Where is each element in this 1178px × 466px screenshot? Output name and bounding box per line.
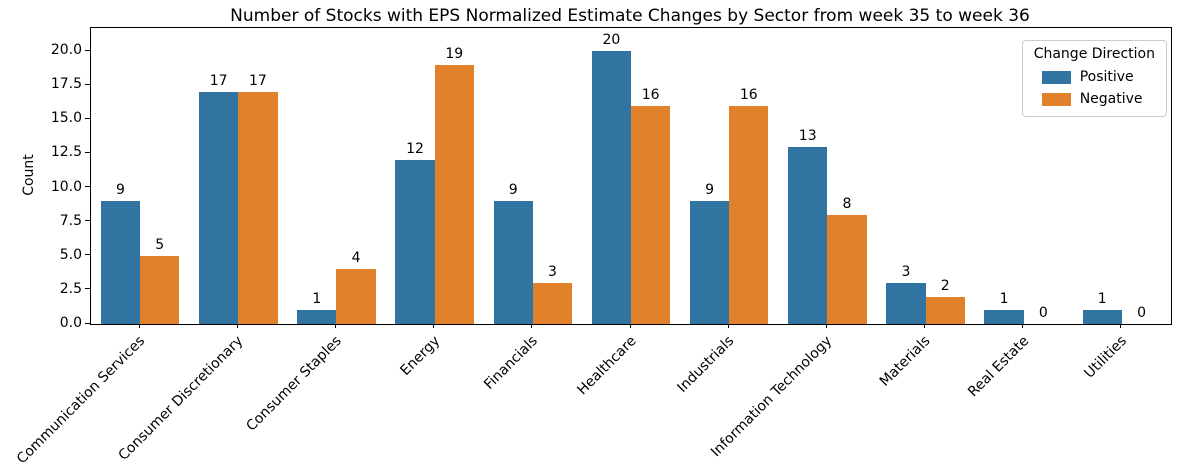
bar-value-label: 17	[209, 73, 228, 90]
bar-positive	[886, 283, 926, 324]
bar-negative	[532, 283, 573, 324]
bar-value-label: 9	[115, 182, 125, 199]
bar-negative	[729, 105, 769, 324]
x-tick-mark	[531, 324, 533, 328]
bar-negative	[336, 269, 376, 324]
x-tick-mark	[138, 324, 140, 328]
y-tick-label: 15.0	[50, 110, 82, 127]
x-tick-mark	[1022, 324, 1024, 328]
bar-value-label: 0	[1038, 305, 1048, 321]
legend-entry-positive: Positive	[1032, 66, 1157, 88]
bar-value-label: 0	[1137, 305, 1146, 321]
x-tick-mark	[433, 324, 435, 328]
bar-value-label: 1	[999, 291, 1009, 308]
x-tick-label: Energy	[396, 333, 443, 379]
bar-value-label: 20	[602, 32, 621, 49]
chart-title: Number of Stocks with EPS Normalized Est…	[230, 6, 1030, 26]
bar-value-label: 3	[901, 264, 911, 281]
bar-positive	[689, 201, 730, 324]
bar-negative	[925, 296, 965, 324]
x-tick-mark	[629, 324, 631, 328]
bar-positive	[591, 51, 631, 324]
bar-value-label: 9	[705, 182, 714, 199]
x-tick-label: Consumer Staples	[243, 333, 345, 435]
y-tick-mark	[85, 49, 90, 51]
y-tick-mark	[85, 254, 90, 256]
x-tick-label: Industrials	[674, 333, 738, 396]
legend-swatch	[1041, 92, 1071, 106]
x-tick-mark	[825, 324, 827, 328]
y-tick-label: 12.5	[50, 144, 82, 161]
y-tick-mark	[85, 288, 90, 290]
bar-value-label: 8	[842, 195, 852, 212]
bar-positive	[199, 92, 239, 324]
bar-value-label: 2	[940, 277, 950, 294]
y-tick-label: 10.0	[50, 178, 82, 195]
bar-positive	[1082, 310, 1122, 324]
bar-value-label: 12	[406, 141, 424, 158]
legend-title: Change Direction	[1033, 46, 1155, 62]
y-tick-mark	[85, 322, 90, 324]
y-tick-label: 7.5	[59, 212, 82, 229]
y-tick-mark	[85, 220, 90, 222]
y-tick-label: 17.5	[50, 76, 82, 93]
bar-value-label: 19	[445, 45, 464, 62]
bar-positive	[788, 146, 828, 324]
x-tick-label: Healthcare	[574, 333, 640, 399]
x-tick-label: Materials	[877, 333, 934, 390]
bar-positive	[984, 310, 1024, 324]
x-tick-mark	[236, 324, 238, 328]
plot-area: 9 5 17 17 1 4 12 19 9 3 20 16 9 16 13 8 3 2 1 0 1 0	[90, 27, 1172, 325]
bar-positive	[100, 201, 141, 324]
bar-value-label: 13	[798, 127, 817, 144]
x-tick-mark	[924, 324, 926, 328]
y-tick-label: 0.0	[59, 315, 82, 331]
legend-label: Negative	[1079, 91, 1143, 107]
x-tick-mark	[727, 324, 729, 328]
bar-negative	[140, 255, 180, 324]
y-axis-label: Count	[21, 154, 37, 196]
bar-negative	[827, 214, 867, 324]
bar-value-label: 9	[508, 182, 518, 199]
x-tick-mark	[334, 324, 336, 328]
legend-entry-negative: Negative	[1032, 88, 1157, 110]
x-tick-mark	[1120, 324, 1122, 328]
x-tick-label: Utilities	[1081, 333, 1131, 382]
legend-label: Positive	[1079, 69, 1134, 85]
y-tick-mark	[85, 151, 90, 153]
bar-positive	[297, 310, 337, 324]
x-tick-label: Real Estate	[964, 333, 1033, 401]
bar-negative	[238, 92, 278, 324]
bar-negative	[434, 64, 474, 324]
y-tick-mark	[85, 186, 90, 188]
y-tick-label: 2.5	[59, 280, 82, 297]
bar-value-label: 4	[351, 250, 361, 267]
bar-value-label: 16	[641, 86, 660, 103]
bar-value-label: 1	[1097, 291, 1107, 308]
bar-value-label: 5	[155, 236, 165, 253]
legend-swatch	[1041, 70, 1071, 84]
y-tick-mark	[85, 83, 90, 85]
bar-value-label: 16	[739, 86, 758, 103]
y-tick-mark	[85, 117, 90, 119]
bar-value-label: 3	[547, 264, 557, 281]
legend-entries: Positive Negative	[1032, 66, 1157, 110]
bar-value-label: 1	[312, 291, 322, 308]
y-tick-label: 20.0	[50, 42, 82, 59]
y-tick-label: 5.0	[59, 246, 82, 263]
bar-positive	[395, 160, 435, 324]
bar-positive	[493, 201, 533, 324]
bar-value-label: 17	[248, 73, 267, 90]
legend: Change Direction Positive Negative	[1021, 40, 1167, 117]
bar-negative	[631, 105, 671, 324]
x-tick-label: Financials	[481, 333, 542, 393]
